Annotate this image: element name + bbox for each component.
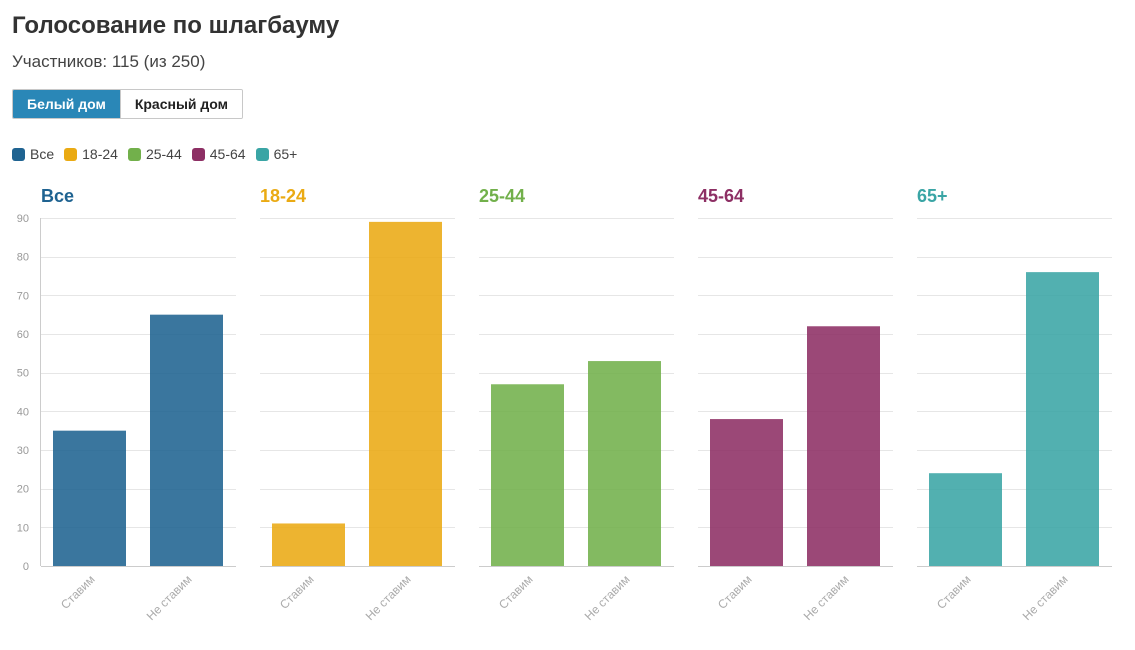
bar bbox=[588, 361, 661, 566]
x-tick-label: Не ставим bbox=[582, 572, 633, 623]
bar bbox=[369, 221, 442, 566]
red-house-button[interactable]: Красный дом bbox=[119, 90, 242, 118]
y-tick-label: 30 bbox=[17, 445, 29, 457]
x-tick-label: Ставим bbox=[58, 572, 98, 612]
x-tick-label: Не ставим bbox=[144, 572, 195, 623]
legend-swatch bbox=[127, 147, 141, 161]
small-multiples-chart: 0 10 20 30 40 50 60 70 80 90 Все Ставим Не ставим 18-… bbox=[17, 186, 1112, 623]
panel-title: 25-44 bbox=[479, 186, 525, 206]
legend-item-25-44[interactable]: 25-44 bbox=[127, 146, 182, 162]
bar bbox=[150, 314, 223, 566]
y-tick-label: 40 bbox=[17, 406, 29, 418]
legend-item-18-24[interactable]: 18-24 bbox=[64, 146, 118, 162]
legend-swatch bbox=[12, 147, 25, 161]
bar bbox=[807, 326, 880, 566]
y-tick-label: 50 bbox=[17, 368, 29, 380]
participants-count: Участников: 115 (из 250) bbox=[12, 52, 206, 71]
legend-label: 65+ bbox=[273, 146, 298, 162]
legend-label: 25-44 bbox=[145, 146, 182, 162]
x-tick-label: Ставим bbox=[934, 572, 974, 612]
x-tick-label: Не ставим bbox=[363, 572, 414, 623]
legend: Все 18-24 25-44 45-64 65+ bbox=[12, 146, 297, 162]
panel-title: 65+ bbox=[917, 186, 948, 206]
house-toggle: Белый дом Красный дом bbox=[12, 89, 243, 119]
legend-swatch bbox=[255, 147, 269, 161]
panel-title: Все bbox=[41, 186, 74, 206]
y-tick-label: 90 bbox=[17, 213, 29, 225]
legend-label: Все bbox=[30, 146, 55, 162]
y-tick-label: 0 bbox=[23, 561, 29, 573]
bar bbox=[1026, 272, 1099, 566]
bar bbox=[710, 419, 783, 566]
y-tick-label: 70 bbox=[17, 290, 29, 302]
y-tick-label: 20 bbox=[17, 484, 29, 496]
bar bbox=[272, 523, 345, 566]
bar bbox=[491, 384, 564, 566]
page-title: Голосование по шлагбауму bbox=[12, 12, 340, 39]
x-tick-label: Не ставим bbox=[801, 572, 852, 623]
y-tick-label: 10 bbox=[17, 522, 29, 534]
x-tick-label: Ставим bbox=[277, 572, 317, 612]
x-tick-label: Не ставим bbox=[1020, 572, 1071, 623]
legend-item-all[interactable]: Все bbox=[12, 146, 54, 162]
legend-item-65-plus[interactable]: 65+ bbox=[255, 146, 298, 162]
y-tick-label: 80 bbox=[17, 252, 29, 264]
bar bbox=[929, 473, 1002, 566]
legend-item-45-64[interactable]: 45-64 bbox=[191, 146, 246, 162]
x-tick-label: Ставим bbox=[715, 572, 755, 612]
bar bbox=[53, 430, 126, 566]
panel-title: 45-64 bbox=[698, 186, 744, 206]
legend-label: 45-64 bbox=[209, 146, 246, 162]
y-tick-label: 60 bbox=[17, 329, 29, 341]
legend-label: 18-24 bbox=[82, 146, 118, 162]
legend-swatch bbox=[191, 147, 205, 161]
white-house-button[interactable]: Белый дом bbox=[13, 90, 120, 118]
legend-swatch bbox=[64, 147, 78, 161]
panel-title: 18-24 bbox=[260, 186, 306, 206]
x-tick-label: Ставим bbox=[496, 572, 536, 612]
